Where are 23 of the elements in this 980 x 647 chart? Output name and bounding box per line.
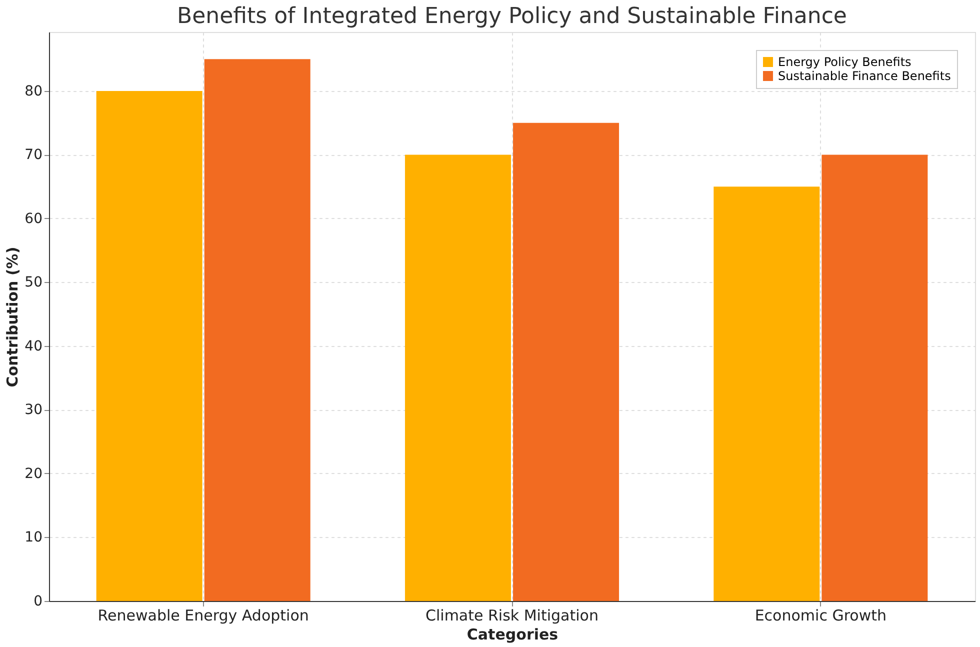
y-tick-label: 50 [24, 274, 42, 291]
y-axis-title: Contribution (%) [4, 246, 22, 388]
x-axis-title: Categories [466, 626, 558, 644]
bar [714, 186, 820, 601]
bar [822, 154, 928, 601]
chart-title: Benefits of Integrated Energy Policy and Sustainable Finance [177, 4, 847, 29]
legend-label: Sustainable Finance Benefits [778, 69, 951, 83]
y-tick-label: 10 [24, 530, 42, 546]
y-tick-label: 60 [24, 210, 42, 227]
legend-label: Energy Policy Benefits [778, 55, 912, 69]
bar [96, 90, 202, 601]
bar [404, 154, 511, 601]
x-tick-label: Renewable Energy Adoption [98, 606, 309, 624]
y-tick-label: 0 [34, 594, 42, 610]
y-tick-label: 20 [24, 466, 42, 482]
y-tick-label: 80 [24, 83, 42, 100]
bar [513, 122, 620, 601]
x-tick-label: Climate Risk Mitigation [426, 606, 598, 624]
y-tick-label: 70 [24, 147, 42, 164]
bar [204, 59, 310, 601]
x-tick-label: Economic Growth [754, 606, 887, 624]
y-tick-label: 30 [24, 402, 42, 418]
y-tick-label: 40 [24, 338, 42, 354]
